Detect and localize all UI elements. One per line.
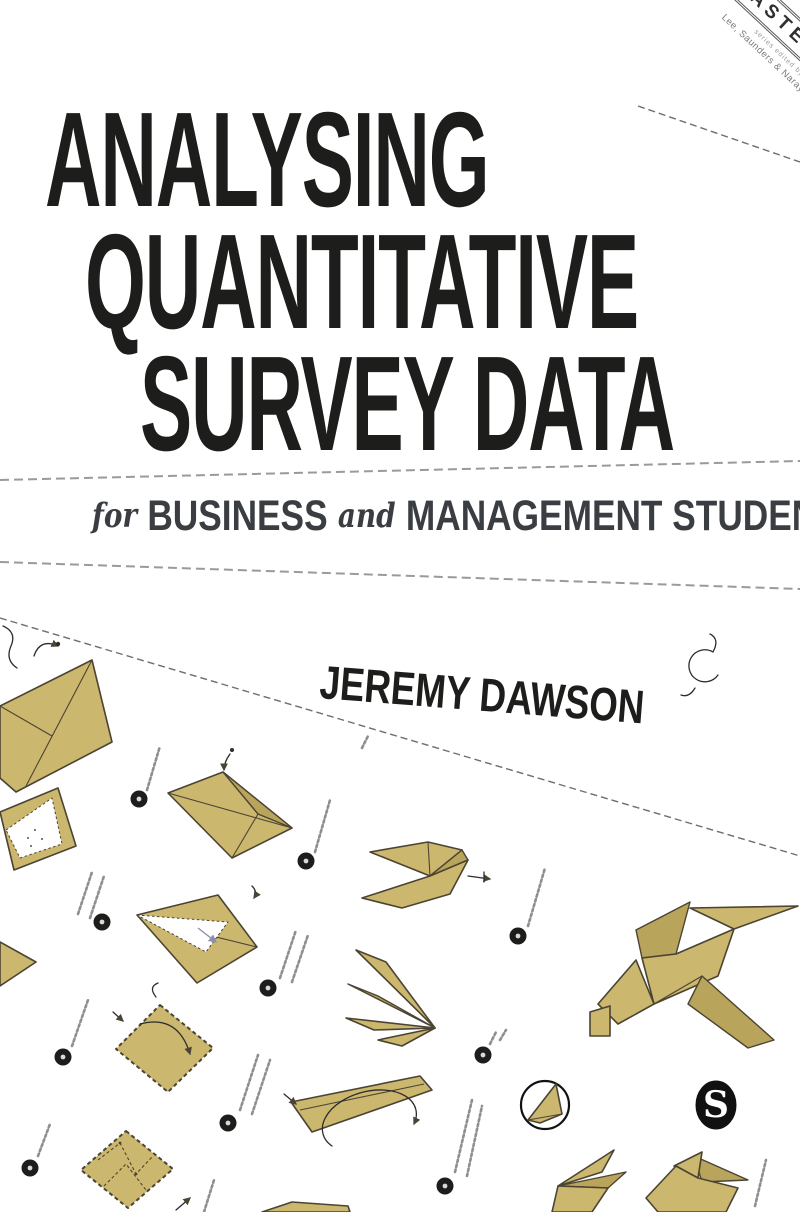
origami-step-white-underside — [0, 787, 77, 871]
origami-step-flying-bird — [361, 841, 492, 909]
origami-bottom-bird-right — [645, 1151, 749, 1212]
origami-step-topleft-fold — [0, 639, 113, 793]
diagonal-fold-line — [0, 617, 800, 857]
rotate-symbol-icon — [680, 633, 719, 697]
origami-edge-triangle — [0, 941, 37, 987]
origami-bottom-bird-left — [551, 1149, 627, 1212]
badge-fold-line — [637, 105, 800, 163]
origami-step-kite-open — [136, 885, 261, 984]
caption-marks — [36, 734, 768, 1212]
origami-step-kite — [167, 748, 293, 859]
fold-rule-bottom — [0, 561, 800, 590]
sage-logo-letter: S — [703, 1084, 729, 1126]
origami-detail-circle — [519, 1079, 571, 1131]
subtitle-word-business: BUSINESS — [147, 492, 328, 540]
title-line-1: ANALYSING — [45, 84, 490, 235]
subtitle: for BUSINESS and MANAGEMENT STUDENTS — [0, 492, 800, 541]
origami-finished-bird — [589, 901, 799, 1049]
subtitle-word-management-students: MANAGEMENT STUDENTS — [405, 492, 800, 540]
curl-mark-left — [2, 625, 18, 669]
title-line-2: QUANTITATIVE — [85, 206, 639, 357]
origami-step-dart — [283, 1075, 433, 1147]
step-number-circles — [21, 790, 527, 1195]
sage-logo: S — [695, 1080, 737, 1130]
origami-step-fan-wing — [345, 949, 436, 1047]
origami-edge-bottom — [261, 1201, 351, 1212]
bottom-arrow-mark — [175, 1197, 191, 1211]
subtitle-word-and: and — [337, 496, 396, 536]
fold-rule-top — [0, 460, 800, 481]
subtitle-word-for: for — [91, 496, 138, 536]
title-line-3: SURVEY DATA — [140, 328, 675, 479]
origami-step-square-mapfold — [80, 1130, 174, 1209]
origami-step-square-arrow — [112, 982, 214, 1093]
